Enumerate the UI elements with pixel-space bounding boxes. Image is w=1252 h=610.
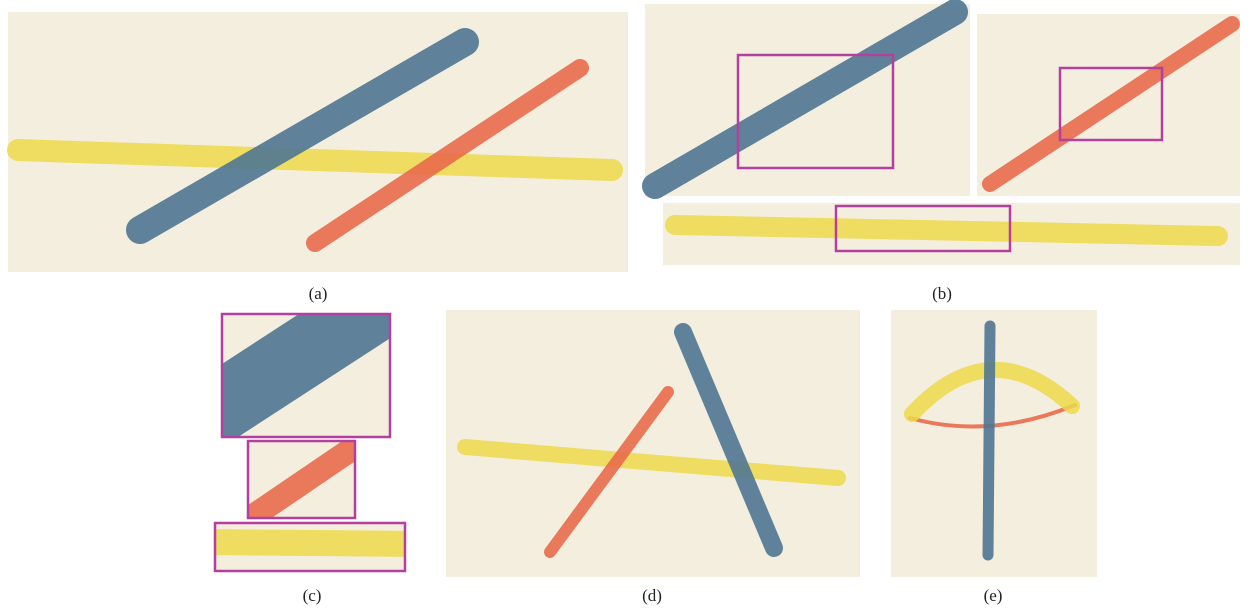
caption: (a) [309,284,328,303]
panel-d [446,310,860,577]
panel-b [645,4,1240,265]
caption: (b) [932,284,952,303]
caption: (c) [303,586,322,605]
panel-c [200,290,420,571]
panel-a [8,12,628,272]
figure: (a) (b) (c) (d) (e) [0,0,1252,610]
caption: (e) [984,586,1003,605]
panel-e [891,310,1097,577]
caption: (d) [642,586,662,605]
